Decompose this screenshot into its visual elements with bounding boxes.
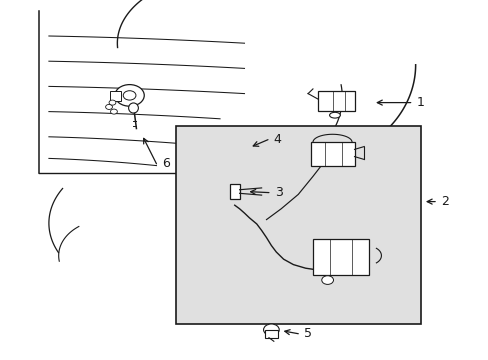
Text: 4: 4 xyxy=(273,133,281,146)
Text: 1: 1 xyxy=(416,96,424,109)
Bar xyxy=(176,126,420,324)
Bar xyxy=(229,184,239,199)
Text: 5: 5 xyxy=(304,327,311,340)
Circle shape xyxy=(321,276,333,284)
Bar xyxy=(110,91,121,101)
Ellipse shape xyxy=(128,103,138,113)
Circle shape xyxy=(110,109,117,114)
Bar xyxy=(317,91,354,111)
Circle shape xyxy=(115,85,144,106)
Bar xyxy=(310,142,354,166)
Text: 6: 6 xyxy=(162,157,170,170)
Circle shape xyxy=(105,104,112,109)
Bar xyxy=(312,239,368,275)
Bar xyxy=(264,330,277,338)
Ellipse shape xyxy=(329,112,340,118)
Circle shape xyxy=(109,100,116,105)
Circle shape xyxy=(263,324,279,336)
Circle shape xyxy=(123,91,136,100)
Text: 3: 3 xyxy=(274,186,282,199)
Text: 2: 2 xyxy=(440,195,448,208)
